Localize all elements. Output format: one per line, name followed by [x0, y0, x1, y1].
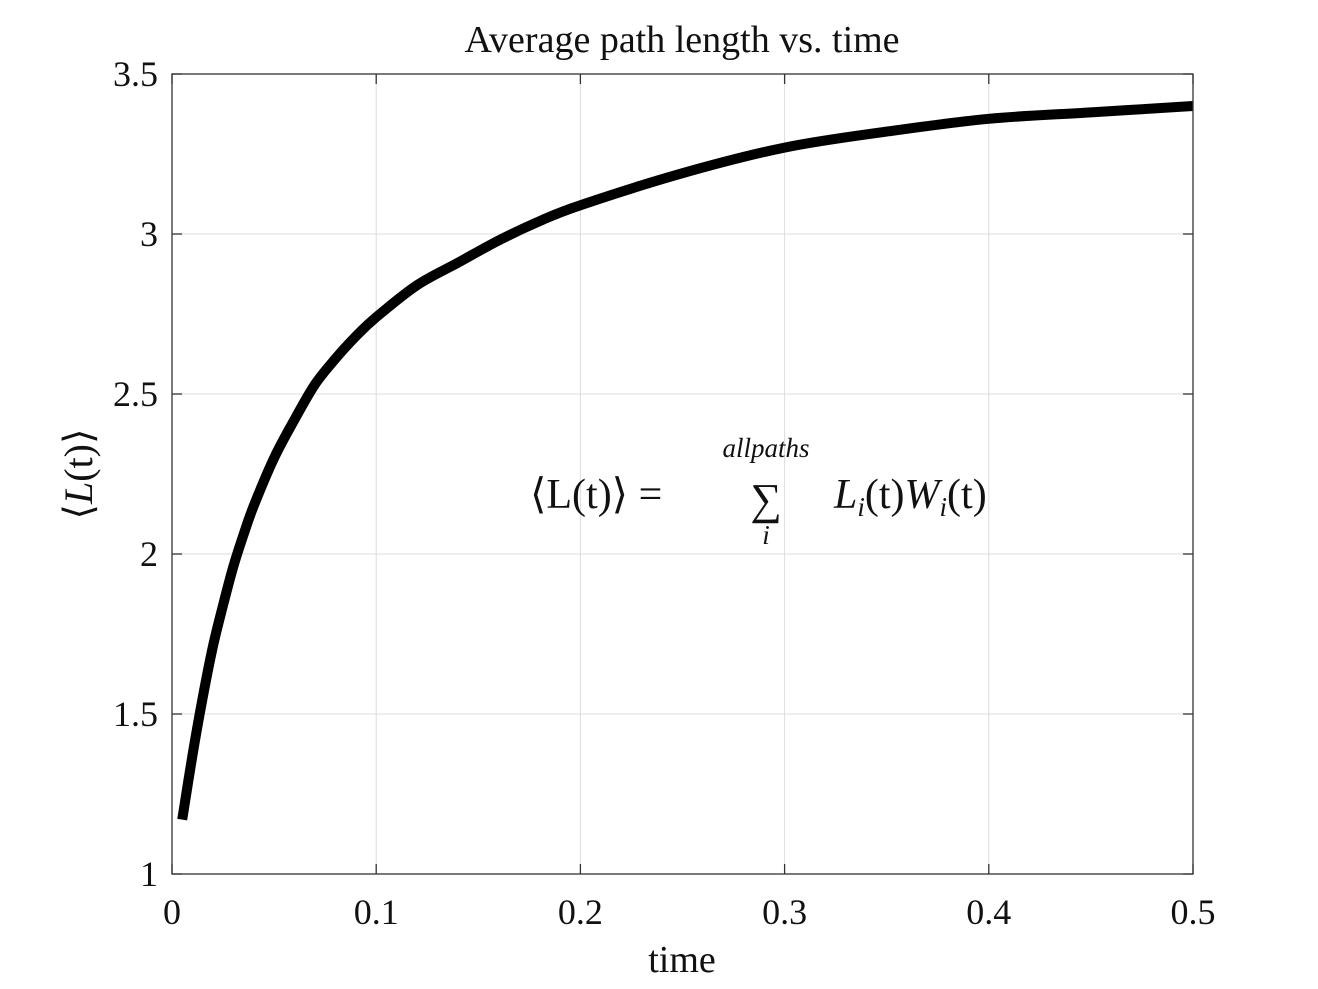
formula-L-subscript: i	[857, 492, 865, 522]
series-layer	[177, 101, 1194, 821]
y-label-arg: (t)	[56, 444, 101, 482]
formula-W: W	[905, 472, 944, 518]
formula-lhs: ⟨L(t)⟩ =	[530, 472, 662, 518]
formula-annotation: ⟨L(t)⟩ = ∑ allpaths i Li(t)Wi(t)	[530, 433, 987, 550]
formula-sum-sign: ∑	[750, 475, 781, 524]
y-tick-label: 1.5	[113, 694, 158, 734]
formula-rhs: Li(t)Wi(t)	[833, 472, 987, 522]
x-tick-label: 0.1	[354, 892, 399, 932]
series-line	[177, 101, 1194, 821]
y-label-open-angle: ⟨	[56, 504, 101, 520]
formula-sum-upper: allpaths	[722, 433, 809, 463]
chart-title: Average path length vs. time	[464, 19, 899, 61]
formula-W-arg: (t)	[947, 472, 987, 518]
x-axis-label: time	[648, 939, 716, 981]
formula-sum-lower: i	[762, 520, 770, 550]
y-tick-label: 3.5	[113, 54, 158, 94]
tick-labels: 0 0.1 0.2 0.3 0.4 0.5 1 1.5 2 2.5 3 3.5	[113, 54, 1216, 932]
formula-L-arg: (t)	[865, 472, 905, 518]
y-tick-label: 2	[140, 534, 158, 574]
y-label-symbol: L	[56, 482, 101, 505]
y-tick-label: 2.5	[113, 374, 158, 414]
axis-ticks	[171, 73, 1194, 875]
grid-lines	[171, 73, 1194, 875]
y-tick-label: 3	[140, 214, 158, 254]
y-label-close-angle: ⟩	[56, 428, 101, 444]
formula-L: L	[833, 472, 857, 518]
x-tick-label: 0.3	[762, 892, 807, 932]
plot-box	[171, 73, 1194, 875]
x-tick-label: 0.5	[1171, 892, 1216, 932]
x-tick-label: 0	[163, 892, 181, 932]
x-tick-label: 0.4	[966, 892, 1011, 932]
x-tick-label: 0.2	[558, 892, 603, 932]
formula-W-subscript: i	[940, 492, 948, 522]
y-axis-label: ⟨L(t)⟩	[56, 428, 101, 519]
y-tick-label: 1	[140, 854, 158, 894]
